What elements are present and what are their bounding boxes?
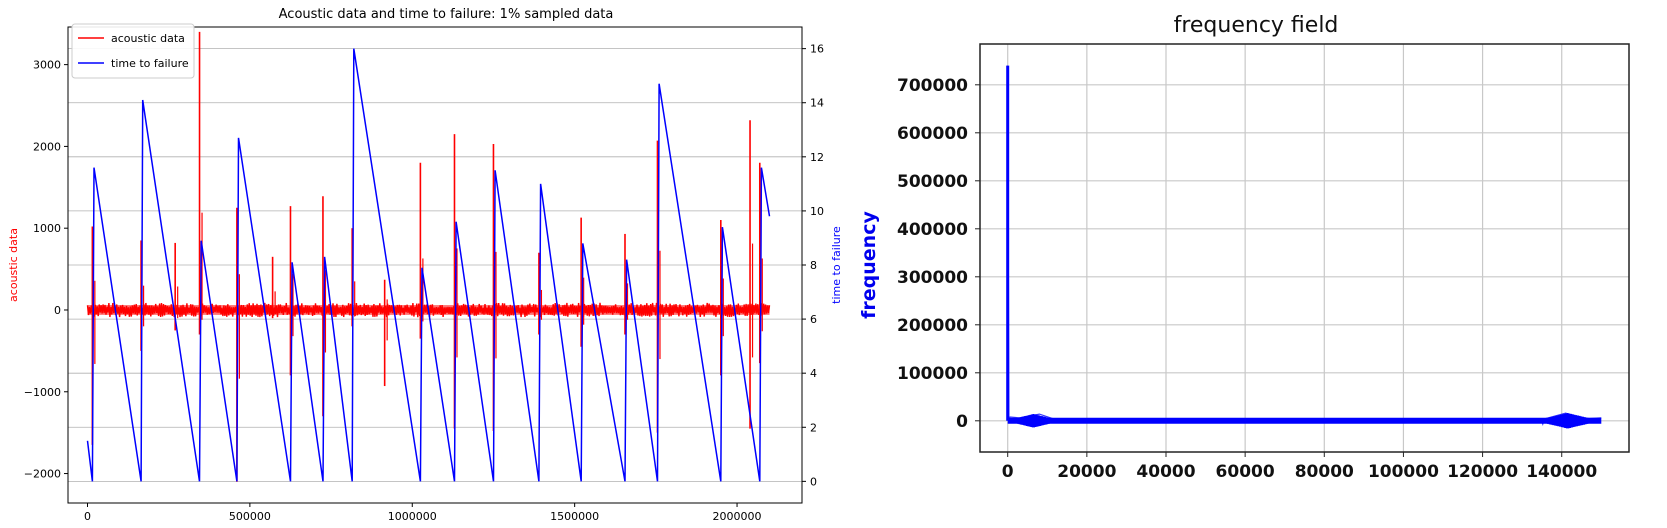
y-tick-label-100000: 100000: [897, 364, 968, 384]
acoustic-chart: Acoustic data and time to failure: 1% sa…: [7, 7, 843, 523]
y-tick-label-0: 0: [956, 412, 968, 432]
acoustic-chart-grid: [68, 48, 802, 482]
right-y-tick-label-14: 14: [810, 97, 824, 110]
acoustic-chart-title: Acoustic data and time to failure: 1% sa…: [279, 7, 614, 22]
right-y-tick-label-0: 0: [810, 475, 817, 488]
left-y-tick-label: 2000: [33, 140, 61, 153]
x-tick-label-0: 0: [84, 510, 91, 523]
frequency-chart-frame: [979, 43, 1630, 453]
x-tick-label-80000: 80000: [1295, 462, 1354, 482]
time-to-failure-series: [86, 48, 771, 482]
x-tick-label-0: 0: [1002, 462, 1014, 482]
acoustic-chart-legend: acoustic data time to failure: [71, 23, 195, 79]
frequency-oscillation-cluster: [1541, 413, 1595, 429]
left-y-tick-label: −2000: [24, 468, 61, 481]
x-tick-label-120000: 120000: [1447, 462, 1518, 482]
y-tick-label-400000: 400000: [897, 220, 968, 240]
left-y-tick-label: −1000: [24, 386, 61, 399]
frequency-chart-x-axis: 0 20000 40000 60000 80000 100000 120000 140000: [1002, 452, 1597, 482]
y-tick-label-300000: 300000: [897, 268, 968, 288]
frequency-chart-y-axis: 0 100000 200000 300000 400000 500000 600000 700…: [897, 76, 980, 432]
y-tick-label-600000: 600000: [897, 124, 968, 144]
right-y-tick-label-12: 12: [810, 151, 824, 164]
acoustic-chart-right-y-axis: 0 2 4 6 8 10 12 14 16: [802, 43, 824, 488]
frequency-series: [1006, 65, 1602, 429]
x-tick-label-140000: 140000: [1526, 462, 1597, 482]
x-tick-label-1000000: 1000000: [388, 510, 437, 523]
frequency-oscillation-cluster: [1010, 414, 1057, 428]
right-y-tick-label-6: 6: [810, 313, 817, 326]
frequency-line: [1007, 65, 1602, 421]
left-y-tick-label: 0: [54, 304, 61, 317]
x-tick-label-2000000: 2000000: [713, 510, 762, 523]
x-tick-label-40000: 40000: [1136, 462, 1195, 482]
y-tick-label-200000: 200000: [897, 316, 968, 336]
y-tick-label-500000: 500000: [897, 172, 968, 192]
acoustic-y-axis-label: acoustic data: [7, 228, 20, 302]
acoustic-chart-left-y-axis: −2000 −1000 0 1000 2000 3000: [24, 59, 68, 481]
x-tick-label-500000: 500000: [229, 510, 271, 523]
frequency-chart: frequency field 0 20000 40000 60000 80000 100…: [858, 13, 1630, 482]
frequency-y-axis-label: frequency: [858, 211, 880, 319]
left-y-tick-label: 1000: [33, 222, 61, 235]
right-y-tick-label-4: 4: [810, 367, 817, 380]
right-y-tick-label-2: 2: [810, 421, 817, 434]
acoustic-chart-x-axis: 0 500000 1000000 1500000 2000000: [84, 503, 762, 523]
x-tick-label-20000: 20000: [1057, 462, 1116, 482]
right-y-tick-label-8: 8: [810, 259, 817, 272]
frequency-chart-title: frequency field: [1174, 13, 1339, 38]
right-y-tick-label-10: 10: [810, 205, 824, 218]
y-tick-label-700000: 700000: [897, 76, 968, 96]
legend-label-acoustic: acoustic data: [111, 32, 185, 45]
x-tick-label-100000: 100000: [1368, 462, 1439, 482]
time-to-failure-y-axis-label: time to failure: [830, 226, 843, 304]
right-y-tick-label-16: 16: [810, 43, 824, 56]
left-y-tick-label: 3000: [33, 59, 61, 72]
x-tick-label-60000: 60000: [1216, 462, 1275, 482]
x-tick-label-1500000: 1500000: [550, 510, 599, 523]
frequency-chart-grid: [980, 44, 1629, 452]
legend-label-time-to-failure: time to failure: [111, 57, 189, 70]
